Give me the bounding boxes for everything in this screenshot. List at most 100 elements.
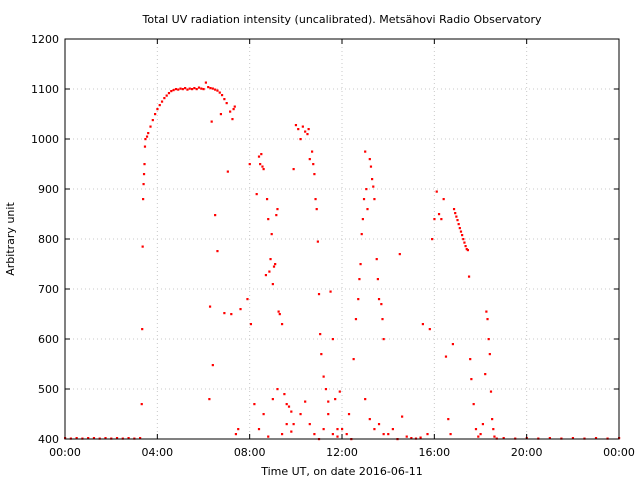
data-point xyxy=(322,428,325,431)
data-point xyxy=(267,435,270,438)
data-point xyxy=(170,90,173,93)
data-point xyxy=(92,437,96,440)
data-point xyxy=(331,433,334,436)
x-tick-label: 04:00 xyxy=(141,446,173,459)
data-point xyxy=(142,183,145,186)
data-point xyxy=(312,163,315,166)
data-point xyxy=(419,436,422,439)
data-point xyxy=(280,323,284,326)
data-point xyxy=(156,108,159,111)
data-point xyxy=(338,390,341,393)
data-point xyxy=(304,130,307,133)
data-point xyxy=(313,433,316,436)
data-point xyxy=(462,238,465,241)
data-point xyxy=(362,198,366,201)
data-point xyxy=(373,198,376,201)
data-point xyxy=(219,113,223,116)
y-tick-label: 800 xyxy=(38,233,59,246)
data-point xyxy=(347,413,351,416)
data-point xyxy=(290,410,293,413)
data-point xyxy=(172,89,175,92)
data-point xyxy=(202,88,205,91)
data-point xyxy=(477,435,480,438)
data-point xyxy=(264,274,268,277)
x-tick-label: 12:00 xyxy=(326,446,358,459)
data-point xyxy=(489,390,493,393)
data-point xyxy=(470,378,473,381)
data-point xyxy=(271,283,274,286)
data-point xyxy=(405,435,408,438)
data-point xyxy=(214,88,217,91)
data-point xyxy=(452,208,456,211)
data-point xyxy=(268,270,271,273)
data-point xyxy=(209,87,212,90)
data-point xyxy=(234,433,238,436)
y-tick-label: 1100 xyxy=(31,83,59,96)
data-point xyxy=(381,318,384,321)
x-tick-label: 08:00 xyxy=(234,446,266,459)
data-point xyxy=(459,230,463,233)
data-point xyxy=(197,86,201,89)
data-point xyxy=(369,165,373,168)
data-point xyxy=(151,119,154,122)
data-point xyxy=(177,88,180,91)
data-point xyxy=(229,110,232,113)
data-point xyxy=(285,423,288,426)
data-point xyxy=(299,413,302,416)
data-point xyxy=(366,208,369,211)
data-point xyxy=(230,313,233,316)
data-point xyxy=(216,250,219,253)
data-point xyxy=(359,263,362,266)
data-point xyxy=(322,375,325,378)
data-point xyxy=(377,298,381,301)
data-point xyxy=(336,428,339,431)
data-point xyxy=(255,193,258,196)
data-point xyxy=(479,433,482,436)
data-point xyxy=(301,125,304,128)
data-point xyxy=(144,138,147,141)
data-point xyxy=(375,258,378,261)
data-point xyxy=(364,398,367,401)
data-point xyxy=(294,124,298,127)
data-point xyxy=(237,428,240,431)
data-point xyxy=(195,88,198,91)
data-point xyxy=(481,423,485,426)
data-point xyxy=(461,234,464,237)
data-point xyxy=(487,338,490,341)
data-point xyxy=(472,403,475,406)
data-point xyxy=(193,87,196,90)
data-point xyxy=(463,241,466,244)
y-tick-labels: 400 500 600 700 800 900 1000 1100 1200 xyxy=(31,33,59,446)
data-point xyxy=(163,97,166,100)
data-point xyxy=(548,437,551,440)
data-point xyxy=(200,87,203,90)
data-point xyxy=(223,98,226,101)
data-point xyxy=(174,88,177,91)
data-point xyxy=(444,355,448,358)
data-point xyxy=(257,428,261,431)
data-point xyxy=(220,94,224,97)
data-point xyxy=(186,88,189,91)
data-point xyxy=(352,358,355,361)
y-axis-label: Arbitrary unit xyxy=(4,202,17,276)
data-point xyxy=(277,310,280,313)
data-point xyxy=(485,310,488,313)
data-point xyxy=(371,178,374,181)
data-point xyxy=(440,218,443,221)
data-point xyxy=(292,423,295,426)
data-point xyxy=(458,227,461,230)
data-point xyxy=(316,240,319,243)
data-point xyxy=(276,208,279,211)
data-point xyxy=(226,170,229,173)
data-point xyxy=(232,108,235,111)
x-tick-label: 20:00 xyxy=(511,446,543,459)
data-point xyxy=(139,437,142,440)
y-tick-label: 500 xyxy=(38,383,59,396)
data-point xyxy=(257,155,261,158)
data-point xyxy=(466,249,470,252)
data-point xyxy=(290,430,293,433)
data-point xyxy=(428,328,431,331)
data-point xyxy=(181,88,184,91)
data-point xyxy=(184,87,187,90)
